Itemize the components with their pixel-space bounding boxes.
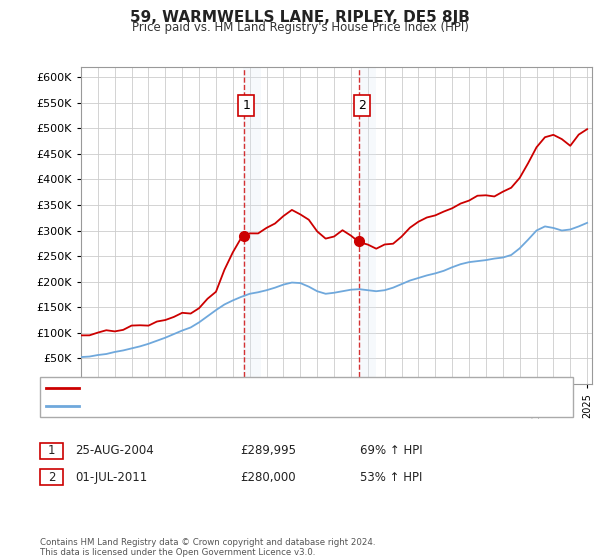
Text: 53% ↑ HPI: 53% ↑ HPI (360, 470, 422, 484)
Text: 59, WARMWELLS LANE, RIPLEY, DE5 8JB: 59, WARMWELLS LANE, RIPLEY, DE5 8JB (130, 10, 470, 25)
Text: Contains HM Land Registry data © Crown copyright and database right 2024.
This d: Contains HM Land Registry data © Crown c… (40, 538, 376, 557)
Text: £289,995: £289,995 (240, 444, 296, 458)
Bar (359, 67, 376, 384)
Text: 1: 1 (48, 444, 55, 458)
Text: 2: 2 (48, 470, 55, 484)
Text: 59, WARMWELLS LANE, RIPLEY, DE5 8JB (detached house): 59, WARMWELLS LANE, RIPLEY, DE5 8JB (det… (79, 383, 398, 393)
Text: £280,000: £280,000 (240, 470, 296, 484)
Text: Price paid vs. HM Land Registry's House Price Index (HPI): Price paid vs. HM Land Registry's House … (131, 21, 469, 34)
Bar (243, 67, 260, 384)
Text: 2: 2 (358, 99, 366, 112)
Text: HPI: Average price, detached house, Amber Valley: HPI: Average price, detached house, Ambe… (79, 401, 354, 411)
Text: 25-AUG-2004: 25-AUG-2004 (75, 444, 154, 458)
Text: 69% ↑ HPI: 69% ↑ HPI (360, 444, 422, 458)
Text: 01-JUL-2011: 01-JUL-2011 (75, 470, 147, 484)
Text: 1: 1 (242, 99, 250, 112)
